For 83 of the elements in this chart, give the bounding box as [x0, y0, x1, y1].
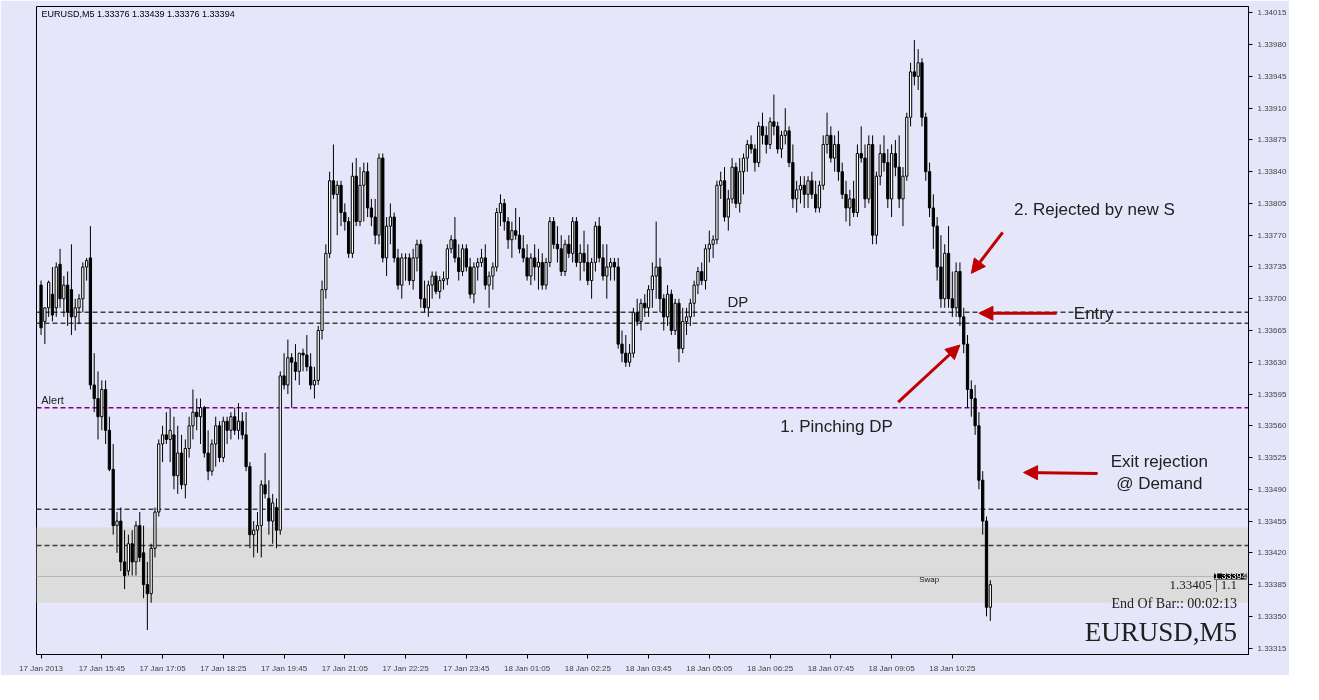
x-tick-label: 18 Jan 01:05 [503, 663, 551, 673]
x-tick-label: 18 Jan 06:25 [746, 663, 794, 673]
annotation: Swap [919, 574, 940, 584]
y-tick-label: 1.33875 [1257, 135, 1287, 145]
annotation: Exit rejection @ Demand [1110, 451, 1208, 494]
x-tick-label: 17 Jan 2013 [19, 663, 64, 673]
candlestick [745, 139, 749, 173]
candlestick [271, 493, 275, 545]
y-tick-label: 1.33910 [1257, 103, 1287, 113]
annotation: Entry [1073, 303, 1114, 323]
y-tick-label: 1.34015 [1257, 8, 1287, 18]
candlestick [335, 180, 339, 236]
x-tick-label: 17 Jan 18:25 [200, 663, 247, 673]
candlestick [309, 352, 313, 390]
ref-line-label: Alert [41, 393, 64, 406]
candlestick [643, 293, 647, 318]
y-tick-label: 1.33805 [1257, 198, 1287, 208]
y-tick-label: 1.33455 [1257, 516, 1287, 526]
y-tick-label: 1.33490 [1257, 484, 1287, 494]
candlestick [848, 189, 852, 227]
x-tick-label: 17 Jan 15:45 [78, 663, 126, 673]
y-tick-label: 1.33630 [1257, 357, 1287, 367]
x-tick-label: 18 Jan 03:45 [625, 663, 673, 673]
candlestick [176, 425, 180, 495]
candlestick [290, 352, 294, 409]
candlestick [293, 343, 298, 381]
candlestick [806, 175, 810, 209]
y-tick-label: 1.33945 [1257, 71, 1287, 81]
y-tick-label: 1.33665 [1257, 326, 1287, 335]
candlestick [236, 402, 241, 440]
candlestick [624, 334, 628, 368]
y-tick-label: 1.33735 [1257, 262, 1287, 272]
candlestick [650, 261, 655, 309]
x-tick-label: 18 Jan 05:05 [686, 663, 734, 673]
candlestick [814, 180, 818, 214]
candlestick [802, 175, 806, 209]
x-tick-label: 18 Jan 09:05 [868, 663, 916, 673]
x-tick-label: 18 Jan 02:25 [564, 663, 612, 673]
candlestick [608, 257, 613, 282]
x-tick-label: 18 Jan 07:45 [807, 663, 855, 673]
candlestick [639, 298, 643, 331]
candlestick [233, 407, 237, 436]
y-tick-label: 1.33840 [1257, 167, 1287, 177]
candlestick [229, 411, 233, 440]
candlestick [434, 271, 438, 295]
candlestick [665, 284, 670, 327]
y-tick-label: 1.33385 [1257, 580, 1287, 590]
candlestick [164, 411, 168, 445]
candlestick [130, 529, 134, 577]
candlestick [403, 252, 408, 282]
x-tick-label: 17 Jan 17:05 [139, 663, 187, 673]
annotation: 1. Pinching DP [780, 417, 893, 437]
x-tick-label: 17 Jan 23:45 [443, 663, 490, 673]
y-tick-label: 1.33770 [1257, 230, 1287, 240]
y-tick-label: 1.33980 [1257, 40, 1287, 50]
annotation: 2. Rejected by new S [1014, 199, 1175, 219]
candlestick [407, 252, 411, 286]
candlestick [832, 134, 837, 173]
candlestick [438, 275, 442, 300]
ref-line-label: DP [727, 293, 749, 311]
candlestick [536, 248, 541, 291]
candlestick [779, 130, 784, 159]
ref-line-label: 1.33394 [1213, 571, 1247, 582]
y-tick-label: 1.33560 [1257, 421, 1287, 431]
candlestick [605, 243, 609, 300]
x-tick-label: 18 Jan 10:25 [929, 663, 977, 673]
x-tick-label: 17 Jan 21:05 [321, 663, 369, 673]
candlestick [533, 243, 537, 282]
candlestick [362, 162, 366, 223]
candlestick [540, 252, 544, 291]
candlestick [460, 243, 465, 277]
candlestick [195, 398, 199, 431]
y-tick-label: 1.33525 [1257, 453, 1287, 463]
annotation: End Of Bar:: 00:02:13 [1111, 596, 1238, 612]
y-tick-label: 1.33700 [1257, 294, 1287, 304]
x-tick-label: 17 Jan 19:45 [260, 663, 308, 673]
y-tick-label: 1.33315 [1257, 643, 1287, 653]
annotation: EURUSD,M5 [1084, 616, 1238, 647]
y-tick-label: 1.33420 [1257, 548, 1287, 558]
y-tick-label: 1.33350 [1257, 611, 1287, 621]
chart-title: EURUSD,M5 1.33376 1.33439 1.33376 1.33394 [41, 8, 235, 19]
y-tick-label: 1.33595 [1257, 389, 1287, 399]
x-tick-label: 17 Jan 22:25 [382, 663, 430, 673]
